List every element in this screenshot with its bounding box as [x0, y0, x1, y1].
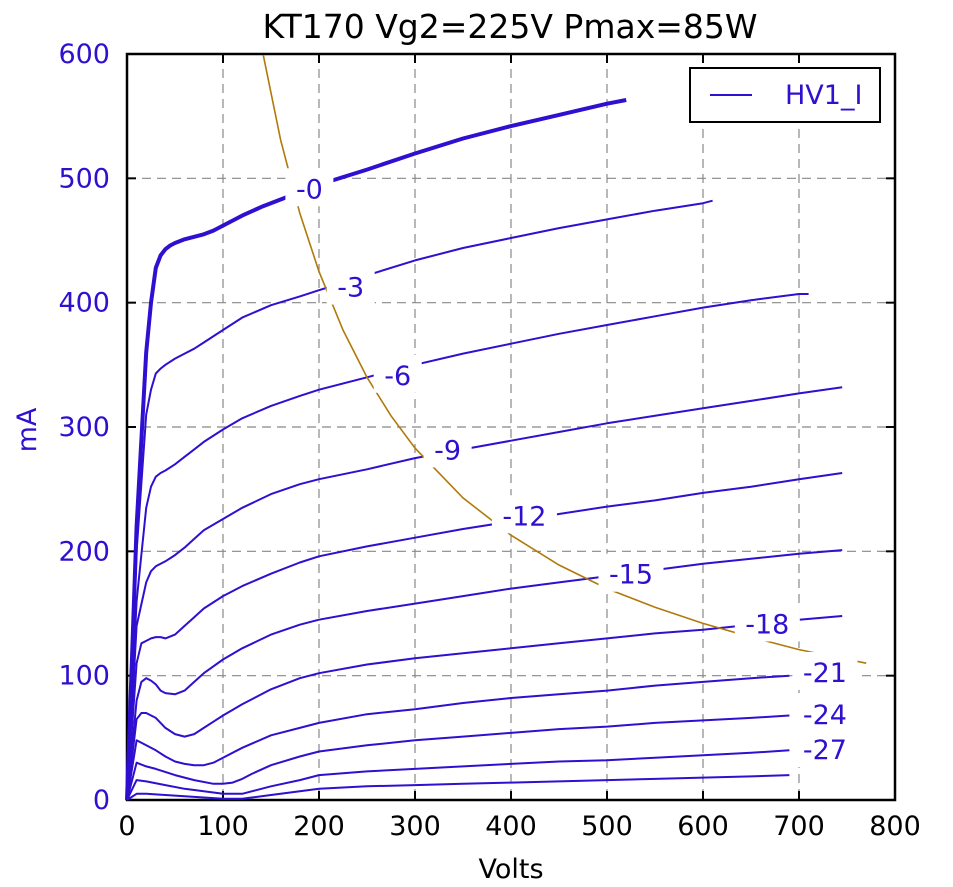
x-tick-label: 0 [118, 811, 135, 842]
curve-label-bg [285, 168, 334, 207]
series-lines [125, 55, 867, 801]
y-tick-label: 100 [58, 661, 110, 692]
grid [127, 54, 895, 800]
y-axis-label: mA [12, 407, 43, 452]
y-tick-label: 200 [58, 536, 110, 567]
curve-label-bg [326, 266, 375, 305]
curve-label: -9 [434, 435, 461, 466]
plate-curve-line [126, 714, 790, 801]
x-tick-label: 500 [581, 811, 633, 842]
x-axis-label: Volts [478, 854, 543, 885]
x-tick-label: 700 [773, 811, 825, 842]
curve-label: -12 [502, 501, 546, 532]
curve-label-bg [792, 729, 858, 768]
y-tick-label: 600 [58, 39, 110, 70]
x-tick-label: 800 [869, 811, 921, 842]
curve-label: -27 [803, 735, 847, 766]
pmax-curve-line [262, 55, 867, 664]
curve-labels: -0 -3 -6 -9 -12 -15 -18 -21 -24 -27 [285, 168, 858, 768]
curve-label: -0 [296, 174, 323, 205]
x-tick-label: 600 [677, 811, 729, 842]
curve-label: -3 [337, 273, 364, 304]
curve-label-bg [792, 694, 858, 733]
plate-curve-line [126, 615, 843, 801]
plate-curve-line [125, 98, 627, 801]
plate-curve-line [126, 199, 713, 801]
plate-curve-line [126, 674, 790, 801]
y-tick-label: 500 [58, 163, 110, 194]
x-tick-label: 400 [485, 811, 537, 842]
y-tick-label: 0 [93, 785, 110, 816]
curve-label-bg [734, 603, 800, 642]
plate-curve-line [126, 293, 809, 801]
plate-curve-line [126, 749, 790, 801]
curve-label-bg [598, 553, 664, 592]
plate-curve-line [126, 386, 843, 801]
curve-label: -21 [803, 658, 847, 689]
plate-curve-line [126, 549, 843, 801]
curve-label-bg [373, 354, 422, 393]
curve-label: -24 [803, 700, 847, 731]
curve-label: -15 [609, 560, 653, 591]
legend-entry-hv1-i: HV1_I [785, 80, 862, 111]
plate-curve-line [126, 774, 790, 801]
curve-label-bg [491, 495, 557, 534]
axes: 0 100 200 300 400 500 600 700 800 0 100 200 300 400 50… [58, 39, 920, 842]
curve-label: -6 [384, 361, 411, 392]
x-tick-label: 200 [293, 811, 345, 842]
curve-label-bg [792, 651, 858, 690]
legend: HV1_I [689, 67, 881, 123]
chart-title: KT170 Vg2=225V Pmax=85W [263, 7, 758, 46]
y-tick-label: 300 [58, 412, 110, 443]
x-tick-label: 100 [197, 811, 249, 842]
x-tick-label: 300 [389, 811, 441, 842]
y-tick-label: 400 [58, 288, 110, 319]
curve-label: -18 [745, 609, 789, 640]
curve-label-bg [423, 429, 472, 468]
plate-curve-line [126, 472, 843, 801]
